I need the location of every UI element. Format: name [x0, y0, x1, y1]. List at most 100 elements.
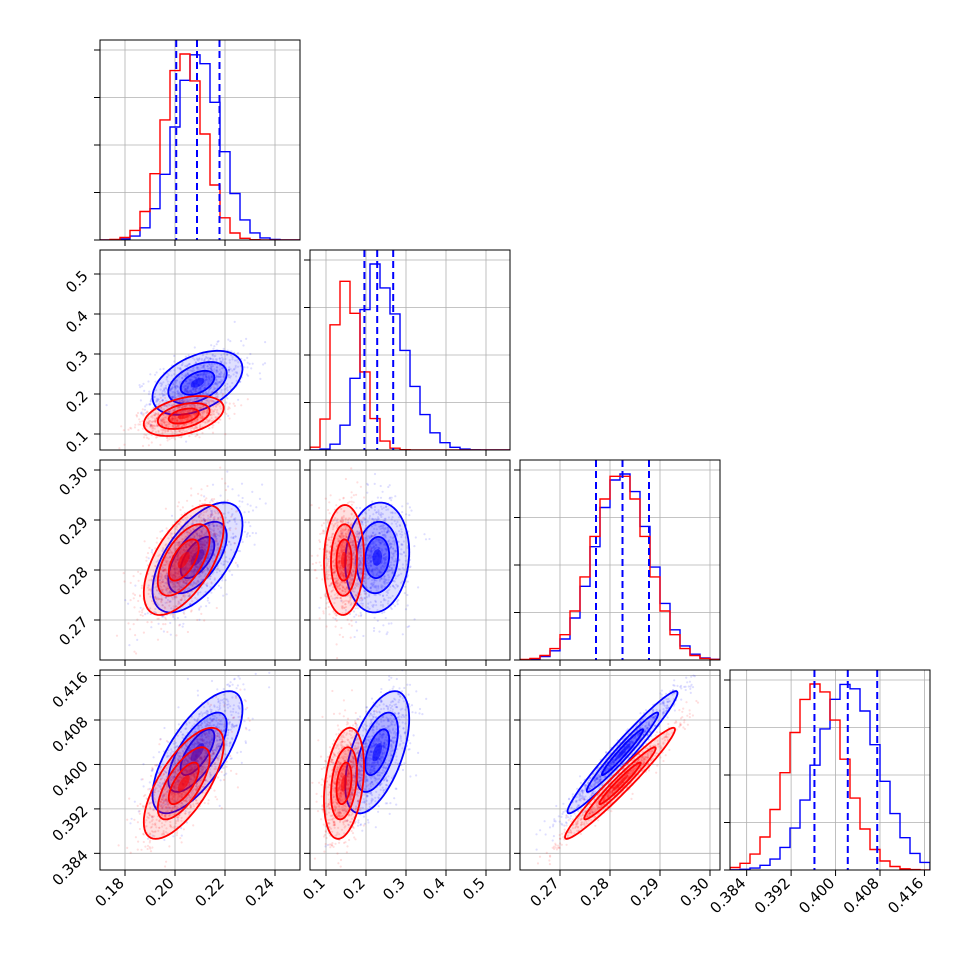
sample-point	[145, 403, 148, 406]
sample-point	[162, 584, 166, 587]
sample-point	[176, 390, 180, 393]
sample-point	[207, 401, 211, 404]
sample-point	[209, 387, 212, 390]
sample-point	[220, 531, 223, 534]
sample-point	[151, 548, 154, 552]
sample-point	[186, 399, 189, 402]
sample-point	[210, 548, 213, 551]
sample-point	[190, 405, 193, 408]
sample-point	[202, 534, 206, 537]
sample-point	[164, 575, 167, 578]
sample-point	[155, 423, 158, 426]
sample-point	[214, 533, 217, 536]
sample-point	[195, 373, 198, 376]
sample-point	[171, 416, 174, 420]
sample-point	[198, 541, 201, 544]
sample-point	[186, 373, 189, 376]
sample-point	[224, 516, 227, 519]
sample-point	[248, 534, 251, 538]
sample-point	[350, 491, 353, 494]
sample-point	[149, 595, 152, 598]
sample-point	[196, 368, 199, 371]
sample-point	[208, 363, 211, 367]
sample-point	[171, 424, 174, 427]
sample-point	[160, 419, 163, 422]
sample-point	[204, 384, 207, 387]
sample-point	[176, 543, 179, 547]
sample-point	[181, 363, 184, 366]
sample-point	[199, 591, 202, 594]
sample-point	[222, 560, 225, 563]
sample-point	[199, 574, 202, 577]
sample-point	[211, 522, 214, 526]
sample-point	[366, 491, 369, 494]
sample-point	[245, 337, 248, 340]
sample-point	[173, 394, 176, 397]
sample-point	[196, 418, 199, 421]
sample-point	[193, 397, 196, 400]
sample-point	[210, 419, 213, 423]
sample-point	[219, 370, 223, 374]
sample-point	[169, 418, 172, 421]
sample-point	[175, 581, 179, 584]
sample-point	[227, 414, 230, 417]
sample-point	[215, 371, 218, 374]
sample-point	[164, 387, 167, 390]
sample-point	[181, 584, 184, 587]
sample-point	[219, 380, 222, 383]
sample-point	[130, 427, 133, 430]
sample-point	[174, 571, 177, 574]
sample-point	[171, 396, 174, 399]
sample-point	[212, 410, 215, 413]
sample-point	[188, 404, 191, 407]
sample-point	[183, 405, 186, 408]
sample-point	[203, 410, 207, 413]
sample-point	[189, 583, 192, 587]
sample-point	[211, 375, 214, 378]
sample-point	[195, 543, 198, 547]
sample-point	[122, 572, 125, 575]
sample-point	[198, 376, 201, 379]
sample-point	[156, 399, 159, 402]
sample-point	[212, 347, 215, 350]
sample-point	[196, 406, 199, 409]
sample-point	[169, 572, 172, 575]
sample-point	[197, 591, 200, 594]
sample-point	[172, 417, 175, 420]
sample-point	[163, 390, 166, 393]
sample-point	[180, 435, 183, 438]
sample-point	[205, 418, 208, 421]
sample-point	[236, 352, 240, 355]
sample-point	[162, 588, 165, 591]
sample-point	[163, 394, 166, 397]
sample-point	[161, 393, 164, 396]
sample-point	[229, 375, 232, 378]
sample-point	[166, 375, 169, 378]
sample-point	[168, 591, 171, 594]
sample-point	[145, 434, 148, 437]
sample-point	[190, 551, 193, 554]
sample-point	[174, 386, 177, 389]
sample-point	[200, 488, 203, 491]
sample-point	[161, 569, 164, 572]
sample-point	[173, 574, 176, 577]
sample-point	[165, 404, 168, 407]
sample-point	[189, 409, 192, 412]
sample-point	[176, 424, 179, 427]
sample-point	[210, 363, 213, 366]
sample-point	[163, 388, 166, 392]
sample-point	[196, 373, 199, 376]
sample-point	[218, 357, 221, 360]
sample-point	[206, 484, 209, 488]
sample-point	[214, 382, 217, 385]
sample-point	[209, 518, 212, 522]
sample-point	[179, 400, 182, 403]
sample-point	[202, 365, 205, 368]
sample-point	[161, 580, 164, 584]
sample-point	[227, 374, 230, 377]
sample-point	[210, 591, 213, 594]
sample-point	[149, 400, 152, 403]
sample-point	[237, 398, 240, 401]
sample-point	[213, 510, 216, 513]
sample-point	[196, 357, 199, 360]
